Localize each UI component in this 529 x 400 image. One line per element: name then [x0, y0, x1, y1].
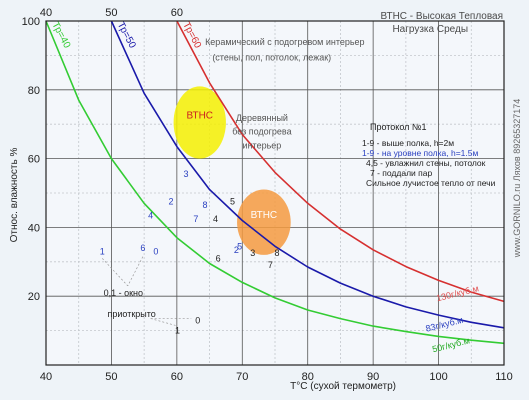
zone-caption: без подогрева — [232, 127, 291, 137]
protocol-line: Сильное лучистое тепло от печи — [366, 178, 496, 188]
protocol-line: 1-9 - выше полка, h=2м — [362, 138, 454, 148]
top-tick-label: 40 — [40, 7, 52, 19]
annotation-text: 0,1 - окно — [104, 288, 143, 298]
measurement-point-label: 4 — [148, 210, 153, 220]
x-tick-label: 110 — [495, 371, 513, 383]
x-tick-label: 50 — [105, 371, 117, 383]
x-tick-label: 70 — [236, 371, 248, 383]
measurement-point-label: 6 — [140, 243, 145, 253]
watermark: www.GORNILO.ru Ляхов 89265327174 — [512, 99, 522, 259]
measurement-point-label: 2 — [168, 197, 173, 207]
protocol-title: Протокол №1 — [370, 122, 427, 132]
y-tick-label: 60 — [28, 154, 40, 166]
zone-caption: интерьер — [243, 140, 282, 150]
measurement-point-label: 0 — [153, 246, 158, 256]
measurement-point-label: 4 — [213, 214, 218, 224]
protocol-line: 1-9 - на уровне полка, h=1.5м — [362, 148, 478, 158]
x-tick-label: 100 — [429, 371, 447, 383]
protocol-line: 7 - поддали пар — [370, 168, 432, 178]
zone-caption: Керамический с подогревом интерьер — [205, 37, 365, 47]
measurement-point-label: 8 — [274, 248, 279, 258]
measurement-point-label: 7 — [268, 260, 273, 270]
annotation-leader — [150, 318, 176, 326]
measurement-point-label: 3 — [250, 248, 255, 258]
plot-frame — [45, 20, 505, 366]
dewpoint-curve-line — [176, 20, 505, 303]
measurement-point-label: 7 — [193, 214, 198, 224]
protocol-box: Протокол №1 1-9 - выше полка, h=2м1-9 - … — [362, 122, 496, 188]
grid-layer — [46, 21, 504, 365]
y-tick-label: 20 — [28, 291, 40, 303]
vtns-zone-ellipse — [237, 189, 291, 255]
x-tick-label: 60 — [171, 371, 183, 383]
measurement-point-label: 0 — [195, 315, 200, 325]
vtns-zone-label: ВТНС — [186, 110, 213, 121]
measurement-point-label: 8 — [202, 200, 207, 210]
measurement-point-label: 5 — [230, 197, 235, 207]
x-axis-label: T°C (сухой термометр) — [290, 381, 396, 392]
zone-caption: (стены, пол, потолок, лежак) — [212, 53, 331, 63]
measurement-point-label: 1 — [100, 246, 105, 256]
measurement-point-label: 2 — [234, 245, 239, 255]
chart-title-line-2: Нагрузка Среды — [392, 24, 468, 35]
x-tick-label: 40 — [40, 371, 52, 383]
dewpoint-curve-line — [110, 20, 505, 329]
top-tick-label: 60 — [171, 7, 183, 19]
y-tick-label: 100 — [22, 16, 40, 28]
x-tick-label: 90 — [367, 371, 379, 383]
y-axis-label: Относ. влажность % — [9, 148, 20, 243]
measurement-point-label: 1 — [175, 326, 180, 336]
measurement-point-label: 6 — [216, 253, 221, 263]
y-tick-label: 40 — [28, 222, 40, 234]
x-tick-label: 80 — [302, 371, 314, 383]
zone-caption: Деревянный — [236, 113, 288, 123]
vtns-zone-label: ВТНС — [251, 210, 278, 221]
chart-title-line-1: ВТНС - Высокая Тепловая — [380, 11, 503, 22]
measurement-point-label: 5 — [237, 241, 242, 251]
annotation-text: приоткрыто — [108, 309, 156, 319]
series-layer: Тр=40 Тр=50 Тр=60 — [45, 20, 505, 345]
y-tick-label: 80 — [28, 85, 40, 97]
top-tick-label: 50 — [105, 7, 117, 19]
measurement-point-label: 3 — [184, 169, 189, 179]
dewpoint-curve-line — [45, 20, 505, 345]
zones-layer: ВТНС ВТНС — [173, 86, 291, 255]
protocol-line: 4,5 - увлажнил стены, потолок — [366, 158, 486, 168]
annotation-leader — [127, 256, 144, 287]
vtns-zone-ellipse — [173, 86, 226, 159]
